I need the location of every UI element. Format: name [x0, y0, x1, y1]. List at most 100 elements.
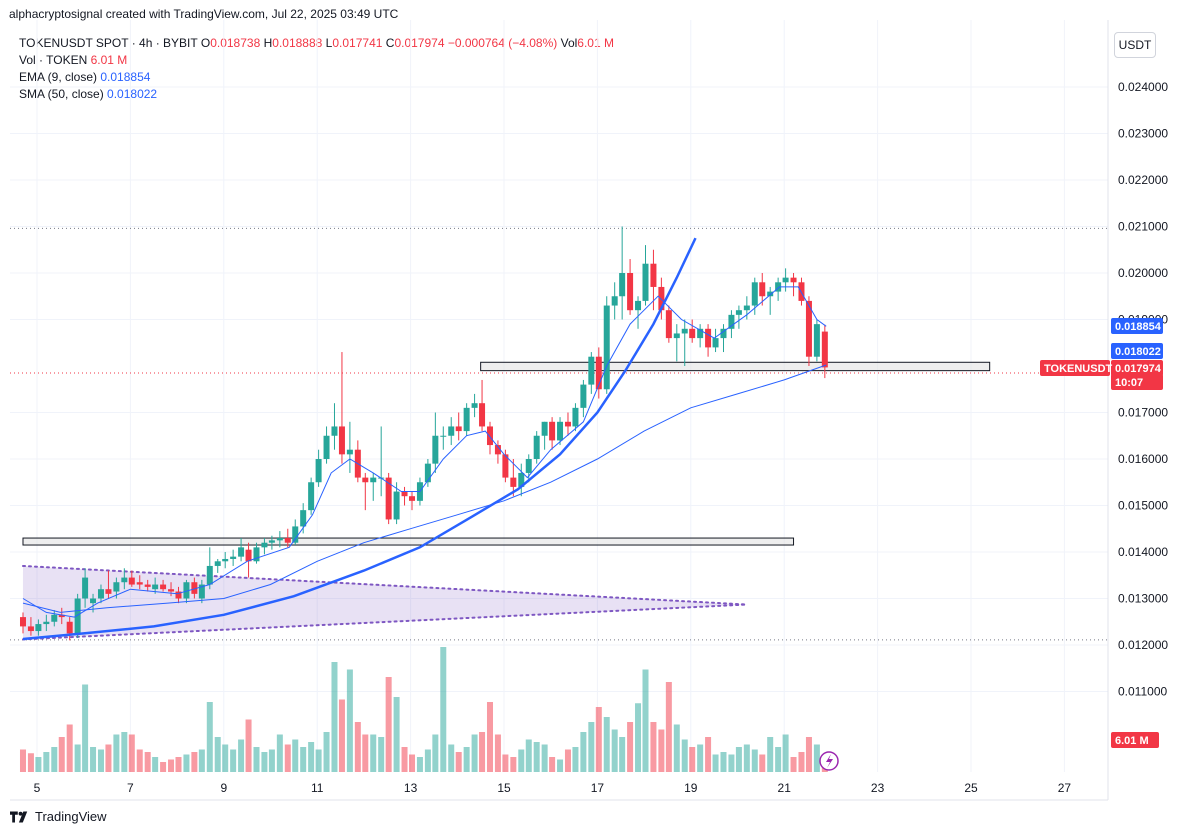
candle [735, 305, 742, 329]
volume-bar [198, 749, 205, 772]
wedge-line [21, 603, 748, 641]
candle-body [82, 577, 89, 599]
legend-sma-row[interactable]: SMA (50, close) 0.018022 [19, 86, 614, 103]
candle [432, 412, 439, 473]
candle [681, 319, 688, 366]
candle-body [424, 463, 431, 483]
candle-body [720, 328, 727, 339]
volume-bar [222, 744, 229, 772]
last-price-badge-bg [1111, 360, 1163, 376]
last-price-badge-text: 0.017974 [1115, 363, 1162, 375]
candle [782, 268, 789, 292]
candle [775, 277, 782, 301]
volume-bar [448, 744, 455, 772]
legend-ohlc-row[interactable]: TOKENUSDT SPOT · 4h · BYBIT O0.018738 H0… [19, 35, 614, 52]
candle [268, 535, 275, 550]
candle-body [128, 577, 135, 585]
candle [673, 324, 680, 362]
volume-bar [238, 739, 245, 772]
indicator-lines [22, 237, 827, 641]
candle [510, 459, 517, 497]
candle-body [385, 477, 392, 520]
volume-bar [378, 737, 385, 772]
symbol-badge-bg [1040, 360, 1110, 376]
candle-body [97, 589, 104, 599]
x-tick-label: 15 [497, 781, 511, 795]
candle [51, 610, 58, 627]
candle [697, 324, 704, 348]
candle [580, 379, 587, 418]
candle [331, 403, 338, 450]
symbol-info[interactable]: TOKENUSDT SPOT · 4h · BYBIT [19, 36, 198, 50]
volume-bar [681, 739, 688, 772]
volume-bar [245, 719, 252, 772]
candle-body [370, 477, 377, 483]
candle-body [152, 584, 159, 590]
legend-ema-row[interactable]: EMA (9, close) 0.018854 [19, 69, 614, 86]
candle [175, 586, 182, 604]
candles [19, 226, 828, 641]
candle-body [494, 445, 501, 455]
candle [409, 491, 416, 511]
candle [790, 273, 797, 297]
volume-bar [191, 752, 198, 772]
candle [253, 542, 260, 564]
sma-line [22, 364, 827, 613]
volume-bar [479, 732, 486, 772]
candle [743, 296, 750, 320]
volume-bar [268, 749, 275, 772]
candle-body [136, 582, 143, 585]
currency-button[interactable]: USDT [1114, 32, 1156, 58]
volume-bars [19, 647, 828, 772]
candle [572, 403, 579, 432]
candle-body [518, 472, 525, 487]
close-value: 0.017974 [394, 36, 445, 50]
candle-body [66, 621, 73, 634]
candle-body [175, 591, 182, 599]
ema-line [22, 286, 827, 618]
x-tick-label: 9 [220, 781, 227, 795]
candle [315, 449, 322, 487]
tradingview-footer[interactable]: TradingView [10, 809, 107, 824]
candle-body [331, 426, 338, 436]
volume-bar [331, 662, 338, 772]
volume-bar [541, 744, 548, 772]
candle [214, 558, 221, 573]
price-badges: 0.018854 0.018022 0.017974 10:07 6.01 M TOKEN… [1040, 318, 1163, 748]
candle-body [751, 282, 758, 306]
volume-bar [276, 734, 283, 772]
candle-body [198, 584, 205, 599]
low-value: 0.017741 [332, 36, 383, 50]
volume-indicator-label: Vol · TOKEN [19, 53, 88, 67]
x-tick-label: 25 [964, 781, 978, 795]
footer-brand: TradingView [35, 809, 107, 824]
candle [821, 324, 828, 379]
candle-body [665, 310, 672, 339]
volume-bar [338, 699, 345, 772]
volume-bar [525, 739, 532, 772]
candle [448, 417, 455, 446]
volume-bar [533, 742, 540, 772]
candle-body [113, 582, 120, 592]
candle-body [284, 538, 291, 543]
candle-body [557, 421, 564, 441]
candle [471, 393, 478, 418]
candle-body [564, 421, 571, 427]
candle-body [27, 626, 34, 632]
ema-value: 0.018854 [100, 70, 151, 84]
volume-bar [432, 734, 439, 772]
candle-body [144, 584, 151, 587]
volume-badge-text: 6.01 M [1115, 735, 1149, 747]
volume-bar [90, 747, 97, 772]
candle-body [549, 421, 556, 441]
candle [43, 614, 50, 632]
candle [206, 547, 213, 590]
legend-volume-row[interactable]: Vol · TOKEN 6.01 M [19, 52, 614, 69]
candle-body [650, 263, 657, 287]
candle-body [673, 333, 680, 339]
candle-body [268, 540, 275, 543]
y-tick-label: 0.015000 [1118, 499, 1168, 513]
countdown-badge-text: 10:07 [1115, 377, 1143, 389]
volume-bar [160, 762, 167, 772]
